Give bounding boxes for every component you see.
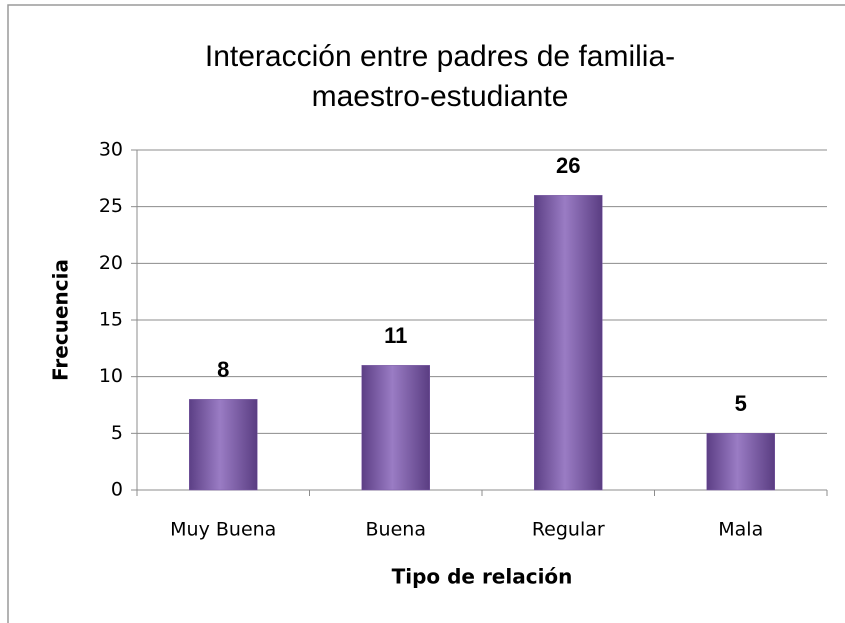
chart-frame: [7, 4, 845, 623]
y-tick-label: 25: [99, 195, 123, 217]
y-tick-label: 5: [111, 422, 123, 444]
data-label: 8: [217, 357, 229, 382]
data-label: 26: [556, 153, 580, 178]
y-tick-label: 20: [99, 252, 123, 274]
y-tick-label: 10: [99, 365, 123, 387]
x-tick-label: Muy Buena: [170, 519, 276, 541]
x-tick-label: Mala: [718, 519, 763, 541]
y-axis-label: Frecuencia: [49, 259, 73, 381]
bar: [706, 433, 775, 491]
data-label: 5: [735, 391, 747, 416]
data-label: 11: [384, 323, 407, 348]
y-tick-label: 0: [111, 479, 123, 501]
y-tick-label: 30: [99, 139, 123, 161]
bar: [534, 195, 603, 491]
bar: [361, 365, 430, 491]
x-axis-label: Tipo de relación: [392, 565, 573, 589]
x-tick-label: Regular: [532, 519, 605, 541]
chart-title: maestro-estudiante: [312, 80, 569, 113]
bar: [189, 399, 258, 491]
x-tick-label: Buena: [366, 519, 426, 541]
chart-title: Interacción entre padres de familia-: [205, 40, 675, 73]
y-tick-label: 15: [99, 309, 123, 331]
